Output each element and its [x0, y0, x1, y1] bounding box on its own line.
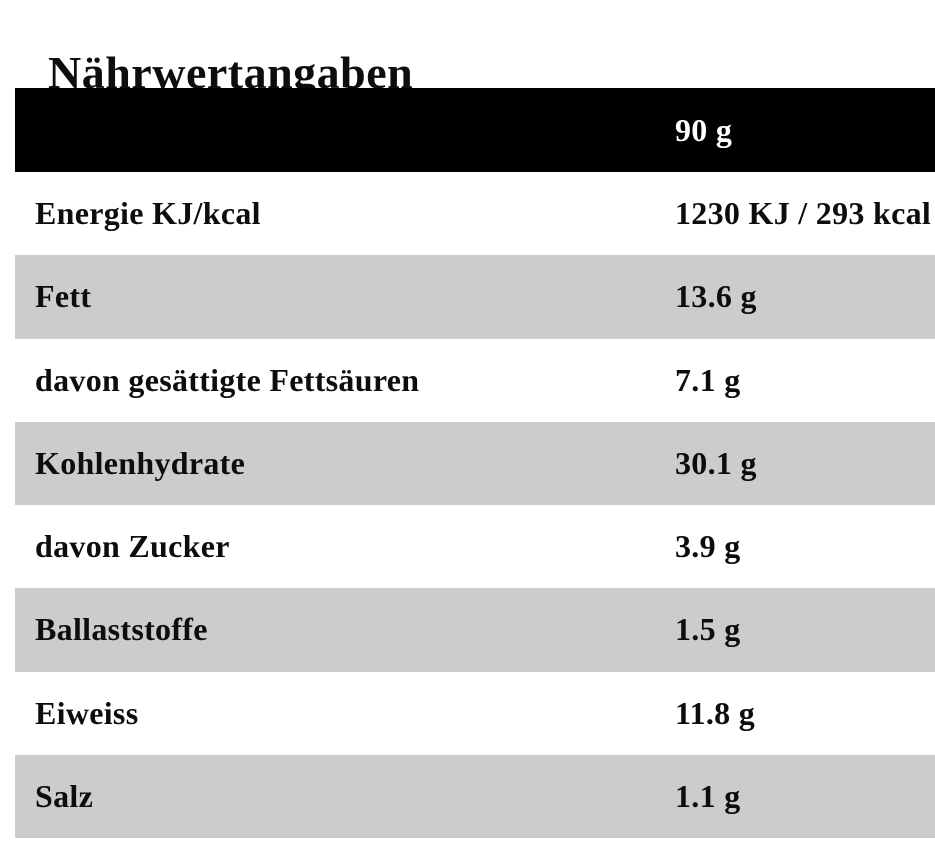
row-value: 3.9 g: [675, 528, 741, 565]
row-label: Kohlenhydrate: [35, 444, 246, 481]
row-label: Fett: [35, 278, 92, 315]
row-value: 1.5 g: [675, 611, 741, 648]
table-row-ballaststoffe: Ballaststoffe 1.5 g: [15, 588, 935, 672]
table-row-fett: Fett 13.6 g: [15, 255, 935, 339]
row-label: davon gesättigte Fettsäuren: [35, 361, 420, 398]
row-value: 11.8 g: [675, 694, 756, 731]
table-row-salz: Salz 1.1 g: [15, 754, 935, 838]
header-portion-size: 90 g: [675, 111, 733, 148]
table-row-zucker: davon Zucker 3.9 g: [15, 505, 935, 589]
row-value: 1230 KJ / 293 kcal: [675, 195, 932, 232]
row-label: Salz: [35, 777, 94, 814]
table-row-eiweiss: Eiweiss 11.8 g: [15, 671, 935, 755]
table-row-kohlenhydrate: Kohlenhydrate 30.1 g: [15, 421, 935, 505]
row-value: 13.6 g: [675, 278, 757, 315]
row-label: Energie KJ/kcal: [35, 195, 261, 232]
row-value: 30.1 g: [675, 444, 757, 481]
table-row-gesaettigte-fettsaeuren: davon gesättigte Fettsäuren 7.1 g: [15, 338, 935, 422]
row-label: Eiweiss: [35, 694, 139, 731]
nutrition-table: 90 g Energie KJ/kcal 1230 KJ / 293 kcal …: [15, 88, 935, 838]
row-label: davon Zucker: [35, 528, 230, 565]
row-value: 1.1 g: [675, 777, 741, 814]
table-header-row: 90 g: [15, 88, 935, 172]
row-label: Ballaststoffe: [35, 611, 208, 648]
row-value: 7.1 g: [675, 361, 741, 398]
table-row-energie: Energie KJ/kcal 1230 KJ / 293 kcal: [15, 172, 935, 256]
